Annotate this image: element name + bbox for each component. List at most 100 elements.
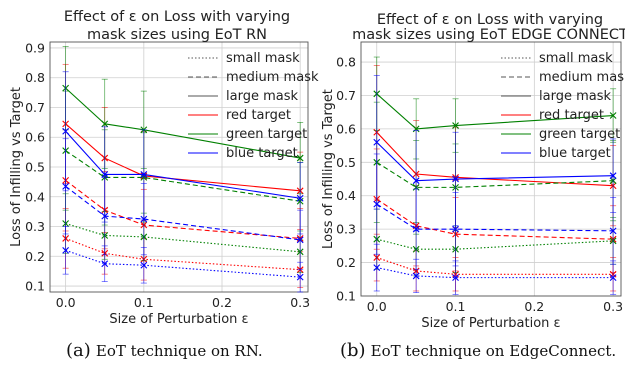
data-point-marker — [412, 177, 420, 185]
legend-label: green target — [539, 127, 620, 142]
y-tick-label: 0.6 — [25, 130, 45, 145]
chart-title-line: mask sizes using EoT EDGE CONNECT — [352, 27, 625, 43]
caption-a-label: (a) — [66, 340, 91, 361]
data-point-marker — [296, 194, 304, 202]
series-line — [65, 130, 301, 199]
y-tick-label: 0.5 — [25, 160, 45, 175]
data-point-marker — [412, 272, 420, 280]
x-axis-label: Size of Perturbation ε — [421, 316, 560, 331]
y-tick-label: 0.4 — [25, 189, 45, 204]
y-tick-label: 0.8 — [25, 70, 45, 85]
legend: small mask medium mask large mask red targe… — [188, 51, 319, 161]
chart-panel-1: 0.0 0.1 0.2 0.3 0.1 0.2 0.3 0.4 0.5 0.6 0.7 0.8 Size… — [321, 12, 625, 331]
series-line — [65, 150, 301, 202]
y-tick-label: 0.1 — [336, 289, 356, 304]
y-tick-label: 0.8 — [336, 55, 356, 70]
y-tick-label: 0.5 — [336, 155, 356, 170]
series-line — [376, 203, 614, 232]
series-line — [65, 249, 301, 278]
caption-b-text: EoT technique on EdgeConnect. — [370, 342, 617, 360]
y-tick-label: 0.3 — [25, 219, 45, 234]
data-point-marker — [296, 236, 304, 244]
legend-label: blue target — [226, 146, 298, 161]
series-blue-large — [62, 71, 304, 235]
y-tick-label: 0.1 — [25, 279, 45, 294]
data-point-marker — [609, 227, 617, 235]
plot-frame — [49, 41, 309, 293]
data-point-marker — [609, 274, 617, 282]
legend-label: green target — [226, 127, 307, 142]
y-tick-label: 0.4 — [336, 188, 356, 203]
series-line — [376, 257, 614, 275]
chart-title-line: Effect of ε on Loss with varying — [64, 9, 290, 25]
series-line — [376, 141, 614, 182]
y-tick-label: 0.2 — [25, 249, 45, 264]
legend-label: blue target — [539, 146, 611, 161]
caption-b-label: (b) — [340, 340, 366, 361]
legend-label: large mask — [539, 89, 611, 104]
x-tick-label: 0.0 — [56, 295, 76, 310]
series-line — [65, 179, 301, 239]
series-line — [376, 267, 614, 279]
data-point-marker — [62, 127, 70, 135]
series-line — [65, 123, 301, 192]
caption-a-text: EoT technique on RN. — [95, 342, 263, 360]
series-green-small — [373, 208, 617, 277]
series-line — [65, 87, 301, 159]
series-blue-large — [373, 75, 617, 232]
legend-label: medium mask — [226, 70, 319, 85]
data-point-marker — [452, 122, 459, 129]
y-tick-label: 0.3 — [336, 222, 356, 237]
data-point-marker — [452, 274, 459, 282]
legend: small mask medium mask large mask red targe… — [501, 51, 625, 161]
x-tick-label: 0.1 — [446, 299, 466, 314]
series-line — [376, 238, 614, 250]
series-blue-medium — [373, 153, 617, 270]
series-line — [65, 237, 301, 271]
x-tick-label: 0.3 — [290, 295, 310, 310]
data-point-marker — [140, 171, 148, 178]
data-point-marker — [296, 154, 304, 162]
y-tick-label: 0.9 — [25, 40, 45, 55]
data-point-marker — [140, 261, 148, 269]
series-line — [376, 93, 614, 130]
y-tick-label: 0.7 — [25, 100, 45, 115]
x-tick-label: 0.2 — [524, 299, 544, 314]
legend-label: large mask — [226, 89, 298, 104]
y-tick-label: 0.7 — [336, 88, 356, 103]
x-tick-label: 0.2 — [212, 295, 232, 310]
series-line — [376, 198, 614, 240]
legend-label: red target — [539, 108, 604, 123]
data-point-marker — [452, 175, 459, 183]
data-point-marker — [452, 225, 459, 233]
data-point-marker — [373, 138, 381, 146]
chart-title-line: mask sizes using EoT RN — [87, 27, 267, 43]
legend-label: small mask — [226, 51, 300, 66]
series-line — [376, 161, 614, 188]
series-green-large — [373, 56, 617, 160]
x-axis-label: Size of Perturbation ε — [109, 312, 248, 327]
legend-label: small mask — [539, 51, 613, 66]
y-tick-label: 0.6 — [336, 121, 356, 136]
data-point-marker — [296, 273, 304, 281]
data-point-marker — [609, 172, 617, 180]
y-axis-label: Loss of Infilling vs Target — [321, 89, 336, 249]
data-point-marker — [373, 264, 381, 271]
series-blue-small — [62, 226, 304, 293]
x-tick-label: 0.1 — [134, 295, 154, 310]
y-axis-label: Loss of Infilling vs Target — [9, 87, 24, 247]
series-line — [65, 185, 301, 241]
chart-title-line: Effect of ε on Loss with varying — [377, 12, 603, 28]
caption-a: (a) EoT technique on RN. — [66, 340, 263, 361]
series-line — [376, 131, 614, 187]
y-tick-label: 0.2 — [336, 255, 356, 270]
legend-label: medium mask — [539, 70, 625, 85]
legend-label: red target — [226, 108, 291, 123]
data-point-marker — [101, 260, 109, 268]
series-line — [65, 223, 301, 253]
data-point-marker — [609, 112, 617, 119]
x-tick-label: 0.3 — [603, 299, 623, 314]
data-point-marker — [101, 171, 109, 178]
data-point-marker — [101, 120, 109, 128]
